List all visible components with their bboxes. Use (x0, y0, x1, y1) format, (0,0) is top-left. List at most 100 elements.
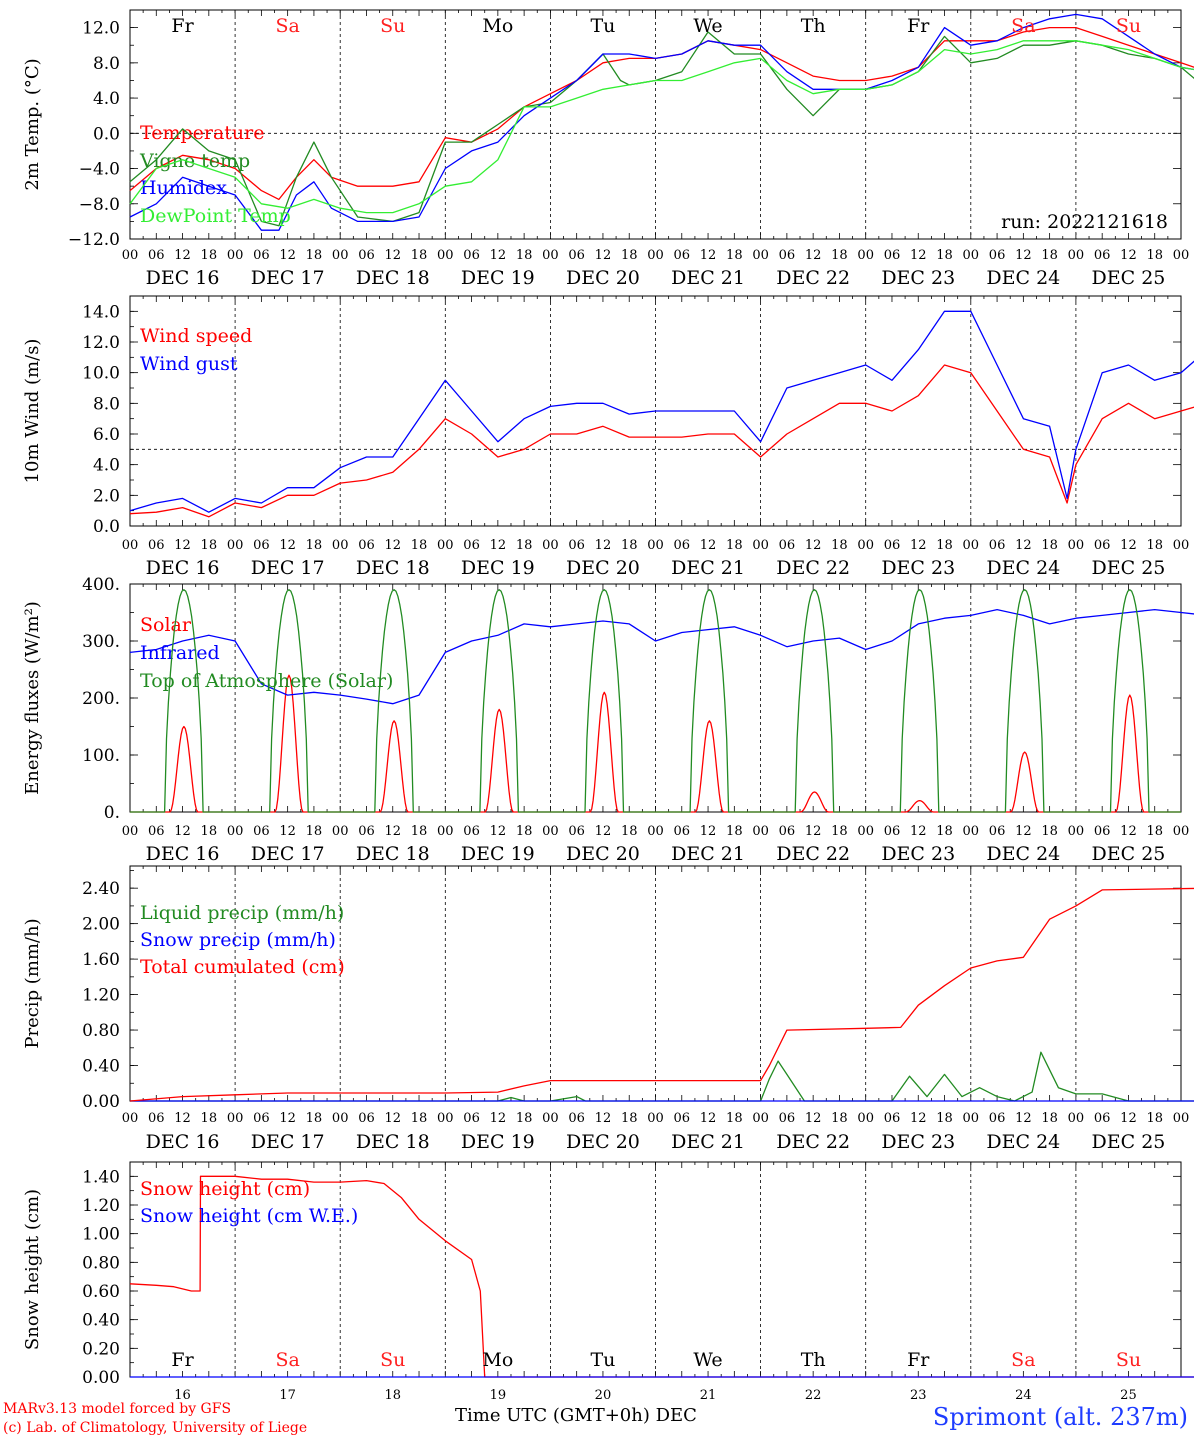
x-tick-label: 06 (884, 1111, 901, 1126)
x-tick-label: 12 (279, 248, 296, 263)
x-tick-label: 18 (411, 538, 428, 553)
x-tick-label: 12 (1015, 1111, 1032, 1126)
day-number-label: 18 (384, 1388, 401, 1403)
y-tick-label: 1.00 (82, 1225, 120, 1245)
x-tick-label: 00 (227, 1111, 244, 1126)
weekday-label: Su (1116, 1349, 1141, 1371)
x-tick-label: 12 (174, 824, 191, 839)
x-tick-label: 06 (148, 248, 165, 263)
legend-entry: Temperature (140, 122, 264, 144)
legend-entry: Total cumulated (cm) (140, 956, 345, 978)
x-tick-label: 12 (595, 824, 612, 839)
panel-3: 400. 300. 200. 100. 0. Energy fluxes (W/m²) So… (22, 575, 1194, 865)
day-label: DEC 21 (671, 557, 745, 579)
x-tick-label: 18 (621, 538, 638, 553)
x-tick-label: 12 (490, 248, 507, 263)
legend-entry: Top of Atmosphere (Solar) (140, 670, 393, 692)
x-tick-label: 06 (884, 824, 901, 839)
day-label: DEC 23 (881, 843, 955, 865)
x-tick-label: 18 (306, 824, 323, 839)
x-tick-label: 00 (332, 248, 349, 263)
day-label: DEC 18 (356, 1131, 430, 1153)
x-tick-label: 00 (1068, 824, 1085, 839)
series-line (129, 1175, 1194, 1378)
day-label: DEC 24 (986, 557, 1060, 579)
x-tick-label: 06 (463, 824, 480, 839)
x-tick-label: 06 (568, 1111, 585, 1126)
x-tick-label: 18 (516, 538, 533, 553)
x-tick-label: 18 (936, 538, 953, 553)
day-number-label: 20 (595, 1388, 612, 1403)
x-tick-label: 18 (201, 538, 218, 553)
x-tick-label: 00 (963, 248, 980, 263)
day-label: DEC 21 (671, 1131, 745, 1153)
y-tick-label: 1.20 (82, 986, 120, 1006)
y-tick-label: 0.40 (82, 1311, 120, 1331)
x-tick-label: 18 (1146, 1111, 1163, 1126)
x-tick-label: 06 (463, 1111, 480, 1126)
x-tick-label: 06 (1094, 824, 1111, 839)
y-tick-label: −12.0 (68, 230, 120, 250)
day-label: DEC 22 (776, 267, 850, 289)
series-line (129, 310, 1194, 513)
x-tick-label: 00 (542, 1111, 559, 1126)
x-tick-label: 12 (174, 538, 191, 553)
day-label: DEC 17 (251, 267, 325, 289)
x-tick-label: 12 (384, 824, 401, 839)
series-line (129, 31, 1194, 227)
day-label: DEC 23 (881, 557, 955, 579)
y-tick-label: 100. (82, 746, 120, 766)
x-tick-label: 12 (490, 538, 507, 553)
y-tick-label: −4.0 (79, 160, 120, 180)
day-label: DEC 23 (881, 1131, 955, 1153)
day-label: DEC 20 (566, 267, 640, 289)
day-label: DEC 24 (986, 843, 1060, 865)
weekday-label: Th (801, 1349, 826, 1371)
x-tick-label: 18 (1041, 824, 1058, 839)
y-tick-label: 4.0 (93, 89, 120, 109)
y-axis-title: Snow height (cm) (22, 1189, 43, 1350)
x-tick-label: 00 (857, 824, 874, 839)
y-tick-label: 300. (82, 632, 120, 652)
weekday-label: Su (1116, 15, 1141, 37)
day-label: DEC 24 (986, 267, 1060, 289)
x-tick-label: 12 (910, 248, 927, 263)
day-number-label: 25 (1120, 1388, 1137, 1403)
legend-entry: Solar (140, 614, 192, 636)
legend-entry: Humidex (140, 177, 227, 199)
legend-entry: Liquid precip (mm/h) (140, 902, 344, 924)
x-tick-label: 06 (568, 248, 585, 263)
x-tick-label: 00 (647, 1111, 664, 1126)
time-axis-title: Time UTC (GMT+0h) DEC (455, 1405, 697, 1426)
day-label: DEC 18 (356, 843, 430, 865)
day-label: DEC 18 (356, 557, 430, 579)
x-tick-label: 00 (332, 824, 349, 839)
x-tick-label: 00 (647, 538, 664, 553)
weekday-label: Sa (1011, 1349, 1035, 1371)
x-tick-label: 00 (227, 824, 244, 839)
x-tick-label: 06 (989, 538, 1006, 553)
x-tick-label: 18 (411, 248, 428, 263)
y-axis-title: Energy fluxes (W/m²) (22, 601, 43, 795)
x-tick-label: 18 (621, 1111, 638, 1126)
x-tick-label: 12 (174, 1111, 191, 1126)
x-tick-label: 00 (752, 824, 769, 839)
x-tick-label: 18 (411, 1111, 428, 1126)
x-tick-label: 12 (490, 824, 507, 839)
x-tick-label: 00 (1068, 538, 1085, 553)
day-number-label: 17 (279, 1388, 296, 1403)
day-label: DEC 20 (566, 557, 640, 579)
day-label: DEC 22 (776, 557, 850, 579)
x-tick-label: 00 (122, 824, 139, 839)
y-tick-label: 0.00 (82, 1092, 120, 1112)
model-credit: MARv3.13 model forced by GFS (3, 1401, 232, 1417)
x-tick-label: 00 (122, 248, 139, 263)
x-tick-label: 18 (621, 248, 638, 263)
x-tick-label: 00 (752, 1111, 769, 1126)
x-tick-label: 18 (831, 824, 848, 839)
x-tick-label: 06 (674, 538, 691, 553)
x-tick-label: 18 (201, 1111, 218, 1126)
y-tick-label: 0.80 (82, 1021, 120, 1041)
